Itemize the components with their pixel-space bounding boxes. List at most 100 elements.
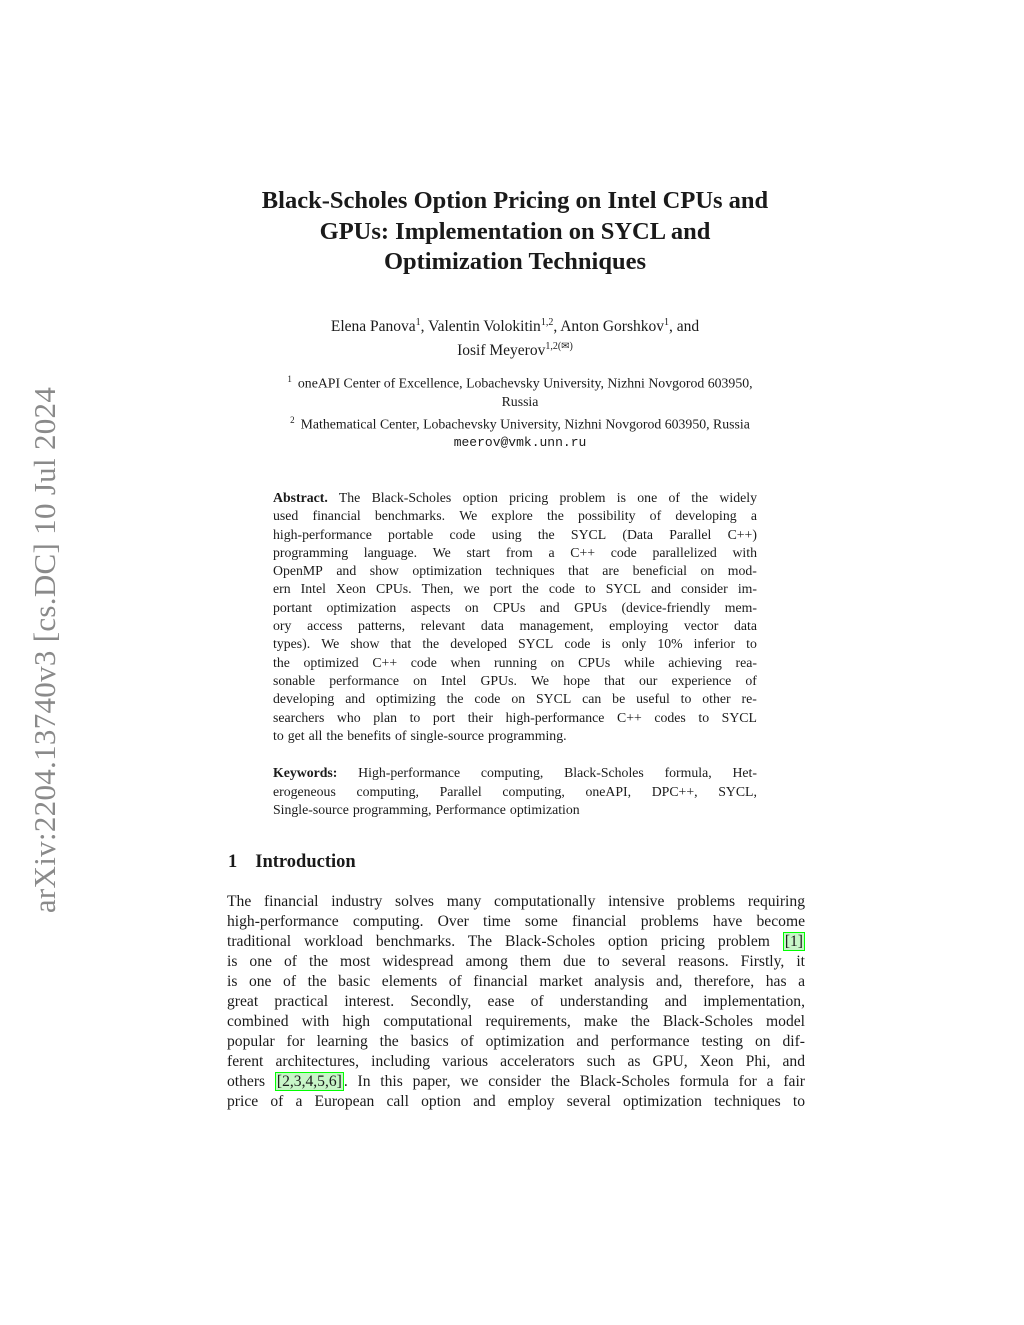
word: mem- — [724, 599, 757, 615]
text-line: programming language. We start from a C++ code p… — [273, 544, 757, 562]
word: achieving — [668, 654, 722, 670]
word: portant — [273, 599, 313, 615]
citation-link[interactable]: [1] — [782, 932, 805, 951]
text-line: erogeneous computing, Parallel computing, on… — [273, 783, 757, 802]
word: code — [610, 544, 637, 560]
text-line-content: price of a European call option and empl… — [227, 1093, 805, 1110]
text-line: combined with high computational require… — [227, 1012, 805, 1032]
word: get — [287, 727, 305, 743]
word: optimized — [303, 654, 359, 670]
text-line: high-performance portable code using the SYCL… — [273, 526, 757, 544]
text-line: price of a European call option and empl… — [227, 1092, 805, 1112]
text-line: OpenMP and show optimization techniques that a… — [273, 562, 757, 580]
text-line: portant optimization aspects on CPUs and GPUs (… — [273, 599, 757, 617]
word: code — [474, 691, 501, 707]
text-line: others [2,3,4,5,6]. In this paper, we co… — [227, 1072, 805, 1092]
word: the — [546, 508, 564, 524]
author-list: Elena Panova1, Valentin Volokitin1,2, An… — [330, 317, 700, 359]
author-affiliation-mark: 1,2(✉) — [545, 340, 573, 352]
word: the — [273, 654, 290, 670]
text-line-content: is one of the most widespread among them… — [227, 953, 805, 970]
text-line-content: ferent architectures, including various … — [227, 1053, 805, 1070]
paper-title: Black-Scholes Option Pricing on Intel CP… — [200, 186, 830, 278]
word: oneAPI, — [585, 783, 632, 799]
title-line: GPUs: Implementation on SYCL and — [319, 217, 711, 245]
word: CPUs — [493, 599, 526, 615]
word: of — [745, 672, 757, 688]
word: only — [621, 636, 647, 652]
word: that — [604, 672, 625, 688]
word: running — [494, 654, 537, 670]
word: that — [390, 636, 412, 652]
word: port — [432, 709, 456, 725]
word: DPC++, — [651, 783, 698, 799]
citation-link[interactable]: [2,3,4,5,6] — [274, 1072, 344, 1091]
word: the — [446, 691, 464, 707]
word: beneficial — [632, 563, 687, 579]
word: on — [550, 654, 565, 670]
word: Then, — [421, 581, 454, 597]
text-line: ory access patterns, relevant data management… — [273, 617, 757, 635]
word: of — [649, 508, 662, 524]
word: and — [336, 563, 357, 579]
text-line: high-performance computing. Over time so… — [227, 912, 805, 932]
word: erogeneous — [273, 783, 336, 799]
word: the — [537, 526, 555, 542]
text-line: is one of the most widespread among them… — [227, 952, 805, 972]
word: show — [369, 563, 399, 579]
word: to — [680, 691, 692, 707]
text-line: Single-source programming, Performance opti… — [273, 801, 757, 820]
word: CPUs. — [375, 581, 412, 597]
word: C++ — [372, 654, 398, 670]
text-line: great practical interest. Secondly, ease… — [227, 992, 805, 1012]
word: optimizing — [375, 691, 436, 707]
word: using — [491, 526, 522, 542]
word: computing, — [502, 783, 565, 799]
text-line-content: high-performance computing. Over time so… — [227, 913, 805, 930]
text-line: to get all the benefits of single-source progra… — [273, 727, 757, 745]
author-conjunction: , and — [668, 318, 700, 336]
word: is — [601, 636, 611, 652]
affiliation-text: Russia — [501, 394, 539, 409]
author-name: Iosif Meyerov — [457, 341, 546, 359]
word: when — [450, 654, 481, 670]
word: useful — [636, 691, 670, 707]
word: that — [568, 563, 589, 579]
text-line: Keywords: High-performance computing, Bl… — [273, 764, 757, 783]
word: aspects — [410, 599, 451, 615]
word: computing, — [356, 783, 419, 799]
word: im- — [737, 581, 757, 597]
contact-email[interactable]: meerov@vmk.unn.ru — [453, 435, 587, 451]
text-line-content: Abstract. The Black-Scholes option prici… — [273, 490, 757, 505]
word: GPUs — [574, 599, 608, 615]
word: mod- — [727, 563, 757, 579]
text-line: used financial benchmarks. We explore the poss… — [273, 507, 757, 525]
text-line: ferent architectures, including various … — [227, 1052, 805, 1072]
author-affiliation-mark: 1 — [415, 317, 421, 328]
word: code — [449, 526, 476, 542]
word: GPUs. — [480, 672, 517, 688]
author-affiliation-mark: 1 — [663, 317, 669, 328]
word: our — [638, 672, 658, 688]
word: SYCL — [605, 581, 642, 597]
word: We — [432, 544, 451, 560]
word: Intel — [441, 672, 467, 688]
word: 10% — [657, 636, 683, 652]
text-line-content: High-performance computing, Black-Schole… — [358, 765, 757, 780]
affiliation-text: oneAPI Center of Excellence, Lobachevsky… — [297, 375, 753, 391]
word: C++ — [617, 709, 642, 725]
word: start — [466, 544, 491, 560]
word: all — [308, 727, 323, 743]
abstract: Abstract. The Black-Scholes option prici… — [273, 489, 757, 745]
word: a — [548, 544, 555, 560]
section-heading: 1 Introduction — [228, 852, 356, 873]
text-line: Abstract. The Black-Scholes option prici… — [273, 489, 757, 507]
word: developing — [273, 691, 335, 707]
word: SYCL — [721, 709, 757, 725]
text-line: developing and optimizing the code on SYCL can b… — [273, 690, 757, 708]
word: code — [564, 636, 591, 652]
word: types). — [273, 636, 311, 652]
text-line: traditional workload benchmarks. The Bla… — [227, 932, 805, 952]
text-line: types). We show that the developed SYCL code is o… — [273, 635, 757, 653]
word: other — [702, 691, 731, 707]
